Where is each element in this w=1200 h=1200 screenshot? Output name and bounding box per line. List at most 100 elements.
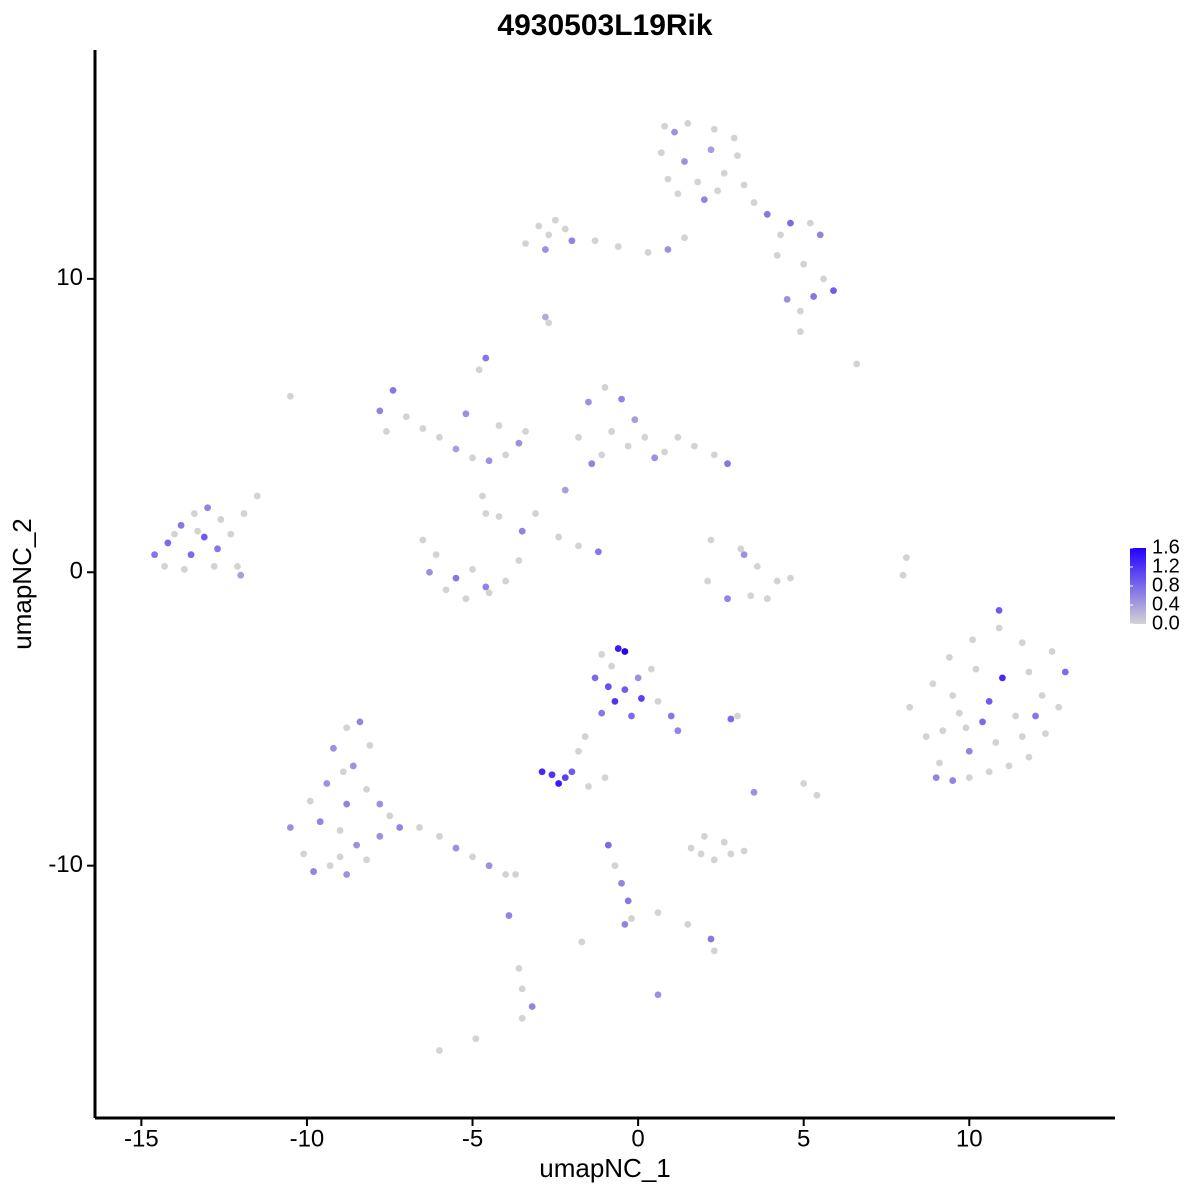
cell-point <box>475 366 483 374</box>
cell-point <box>512 871 519 878</box>
cell-point <box>902 554 910 561</box>
x-tick-label: -15 <box>124 1125 159 1152</box>
cell-point <box>1018 733 1026 740</box>
cell-point <box>561 225 569 233</box>
cell-point <box>502 451 510 459</box>
cell-point <box>734 712 741 720</box>
cell-point <box>522 428 529 435</box>
cell-point <box>495 422 503 429</box>
cell-point <box>343 871 351 878</box>
cell-point <box>740 551 748 559</box>
colorbar-tick-label: 0.4 <box>1152 593 1180 615</box>
cell-point <box>522 240 529 248</box>
cell-point <box>697 850 705 858</box>
cell-point <box>654 697 662 705</box>
cell-point <box>813 791 821 799</box>
cell-point <box>376 832 384 840</box>
cell-point <box>783 295 791 303</box>
cell-point <box>740 181 748 189</box>
cell-point <box>777 231 784 239</box>
cell-point <box>740 847 748 855</box>
cell-point <box>674 190 682 198</box>
cell-point <box>628 712 635 720</box>
cell-point <box>376 800 384 808</box>
cell-point <box>664 246 672 253</box>
cell-point <box>515 557 523 564</box>
cell-point <box>710 947 718 955</box>
cell-point <box>631 416 639 424</box>
cell-point <box>661 122 669 130</box>
cell-point <box>830 287 837 294</box>
cell-point <box>396 824 404 831</box>
cell-point <box>452 445 460 453</box>
cell-point <box>164 539 172 547</box>
cell-point <box>253 492 261 500</box>
cell-point <box>965 774 973 782</box>
cell-point <box>336 853 344 861</box>
cell-point <box>482 583 490 591</box>
x-axis-title: umapNC_1 <box>539 1153 671 1183</box>
cell-point <box>518 985 526 993</box>
cell-point <box>608 428 616 435</box>
cell-point <box>353 841 361 849</box>
cell-point <box>598 651 606 658</box>
cell-point <box>598 709 606 717</box>
cell-point <box>419 536 427 544</box>
cell-point <box>535 222 543 230</box>
cell-point <box>734 152 741 160</box>
cell-point <box>426 568 433 576</box>
cell-point <box>796 307 804 315</box>
cell-point <box>773 251 781 259</box>
cell-point <box>747 592 755 600</box>
cell-point <box>681 234 688 242</box>
cell-point <box>1032 712 1039 720</box>
cell-point <box>551 216 559 224</box>
cell-point <box>376 407 384 415</box>
cell-point <box>621 686 629 694</box>
cell-point <box>985 697 993 705</box>
cell-point <box>217 516 225 523</box>
cell-point <box>899 571 907 579</box>
chart-title: 4930503L19Rik <box>497 9 712 42</box>
cell-point <box>674 433 682 441</box>
y-tick-label: 10 <box>56 264 83 291</box>
cell-point <box>806 219 814 227</box>
x-tick-label: -5 <box>462 1125 483 1152</box>
cell-point <box>999 674 1006 682</box>
colorbar-tick-label: 0.0 <box>1152 612 1180 634</box>
cell-point <box>936 759 943 767</box>
colorbar-tick-label: 1.6 <box>1152 536 1180 558</box>
cell-point <box>727 850 735 858</box>
cell-point <box>575 747 582 755</box>
cell-point <box>515 964 523 972</box>
y-tick-label: -10 <box>48 851 83 878</box>
cell-point <box>700 832 708 840</box>
cell-point <box>949 692 957 699</box>
x-tick-label: 5 <box>797 1125 810 1152</box>
cell-point <box>502 577 510 585</box>
cell-point <box>614 243 622 250</box>
cell-point <box>939 727 947 735</box>
cell-point <box>330 744 337 752</box>
cell-point <box>585 783 592 790</box>
cell-point <box>1005 762 1013 770</box>
cell-point <box>800 260 808 268</box>
cell-point <box>200 533 208 541</box>
cell-point <box>323 780 331 787</box>
x-tick-label: 0 <box>631 1125 644 1152</box>
cell-point <box>316 818 324 826</box>
cell-point <box>402 413 410 421</box>
cell-point <box>773 577 781 585</box>
cell-point <box>674 727 682 735</box>
cell-point <box>339 768 347 776</box>
cell-point <box>750 788 758 796</box>
cell-point <box>601 774 609 782</box>
cell-point <box>707 935 715 943</box>
cell-point <box>608 662 616 670</box>
cell-point <box>710 451 718 459</box>
cell-point <box>532 510 539 517</box>
cell-point <box>485 457 493 465</box>
cell-point <box>604 683 612 691</box>
cell-point <box>432 551 440 559</box>
